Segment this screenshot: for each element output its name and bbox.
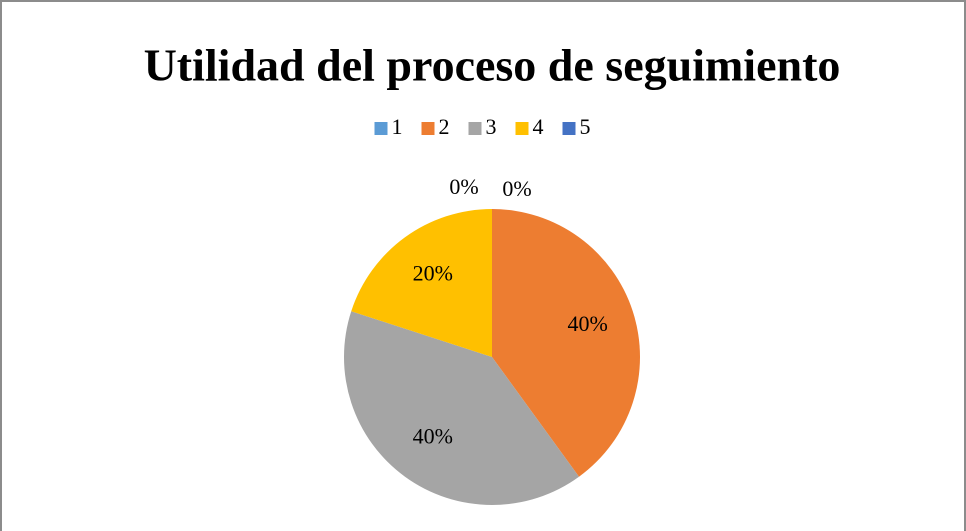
data-label: 40% [568, 311, 608, 336]
legend-label: 3 [486, 114, 497, 139]
pie-slice [351, 209, 492, 357]
legend-label: 5 [580, 114, 591, 139]
chart-title: Utilidad del proceso de seguimiento [144, 40, 841, 91]
pie-slice [492, 209, 640, 477]
legend-label: 1 [392, 114, 403, 139]
legend-label: 4 [533, 114, 544, 139]
legend-swatch [374, 122, 388, 135]
legend-swatch [562, 122, 576, 135]
legend-swatch [468, 122, 482, 135]
legend-swatch [421, 122, 435, 135]
pie-slice [344, 311, 579, 506]
data-label: 20% [413, 261, 453, 286]
data-label: 40% [413, 423, 453, 448]
legend-label: 2 [439, 114, 450, 139]
data-label: 0% [449, 174, 478, 199]
data-label: 0% [502, 176, 531, 201]
legend-swatch [515, 122, 529, 135]
